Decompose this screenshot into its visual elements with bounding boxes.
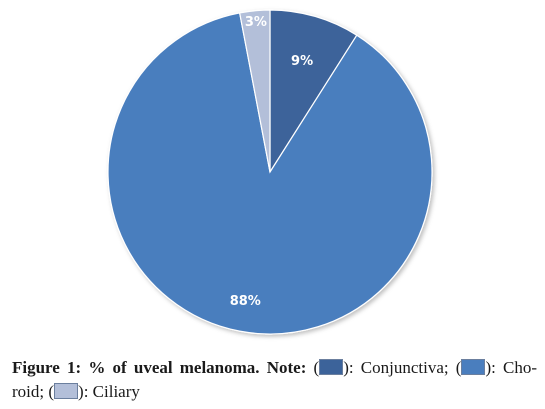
pie-slice-conjunctiva <box>269 9 358 175</box>
slice-label-choroid: 88% <box>230 294 261 309</box>
legend-item-choroid: (): Cho-roid; <box>12 358 538 401</box>
pie-slice-choroid <box>107 12 433 335</box>
figure-caption: Figure 1: % of uveal melanoma. Note: ():… <box>12 356 537 404</box>
legend-swatch-choroid <box>461 359 486 375</box>
legend-item-conjunctiva: (): Conjunctiva; <box>313 358 449 377</box>
pie-slice-ciliary <box>238 9 271 173</box>
figure-title: % of uveal melanoma. Note: <box>88 358 307 377</box>
slice-label-ciliary: 3% <box>245 15 267 30</box>
legend-item-ciliary: (): Ciliary <box>48 382 140 401</box>
legend-swatch-conjunctiva <box>319 359 344 375</box>
slice-label-conjunctiva: 9% <box>291 54 313 69</box>
legend-swatch-ciliary <box>54 383 79 399</box>
pie-chart: 9% 88% 3% <box>107 9 433 335</box>
figure-label: Figure 1: <box>12 358 82 377</box>
